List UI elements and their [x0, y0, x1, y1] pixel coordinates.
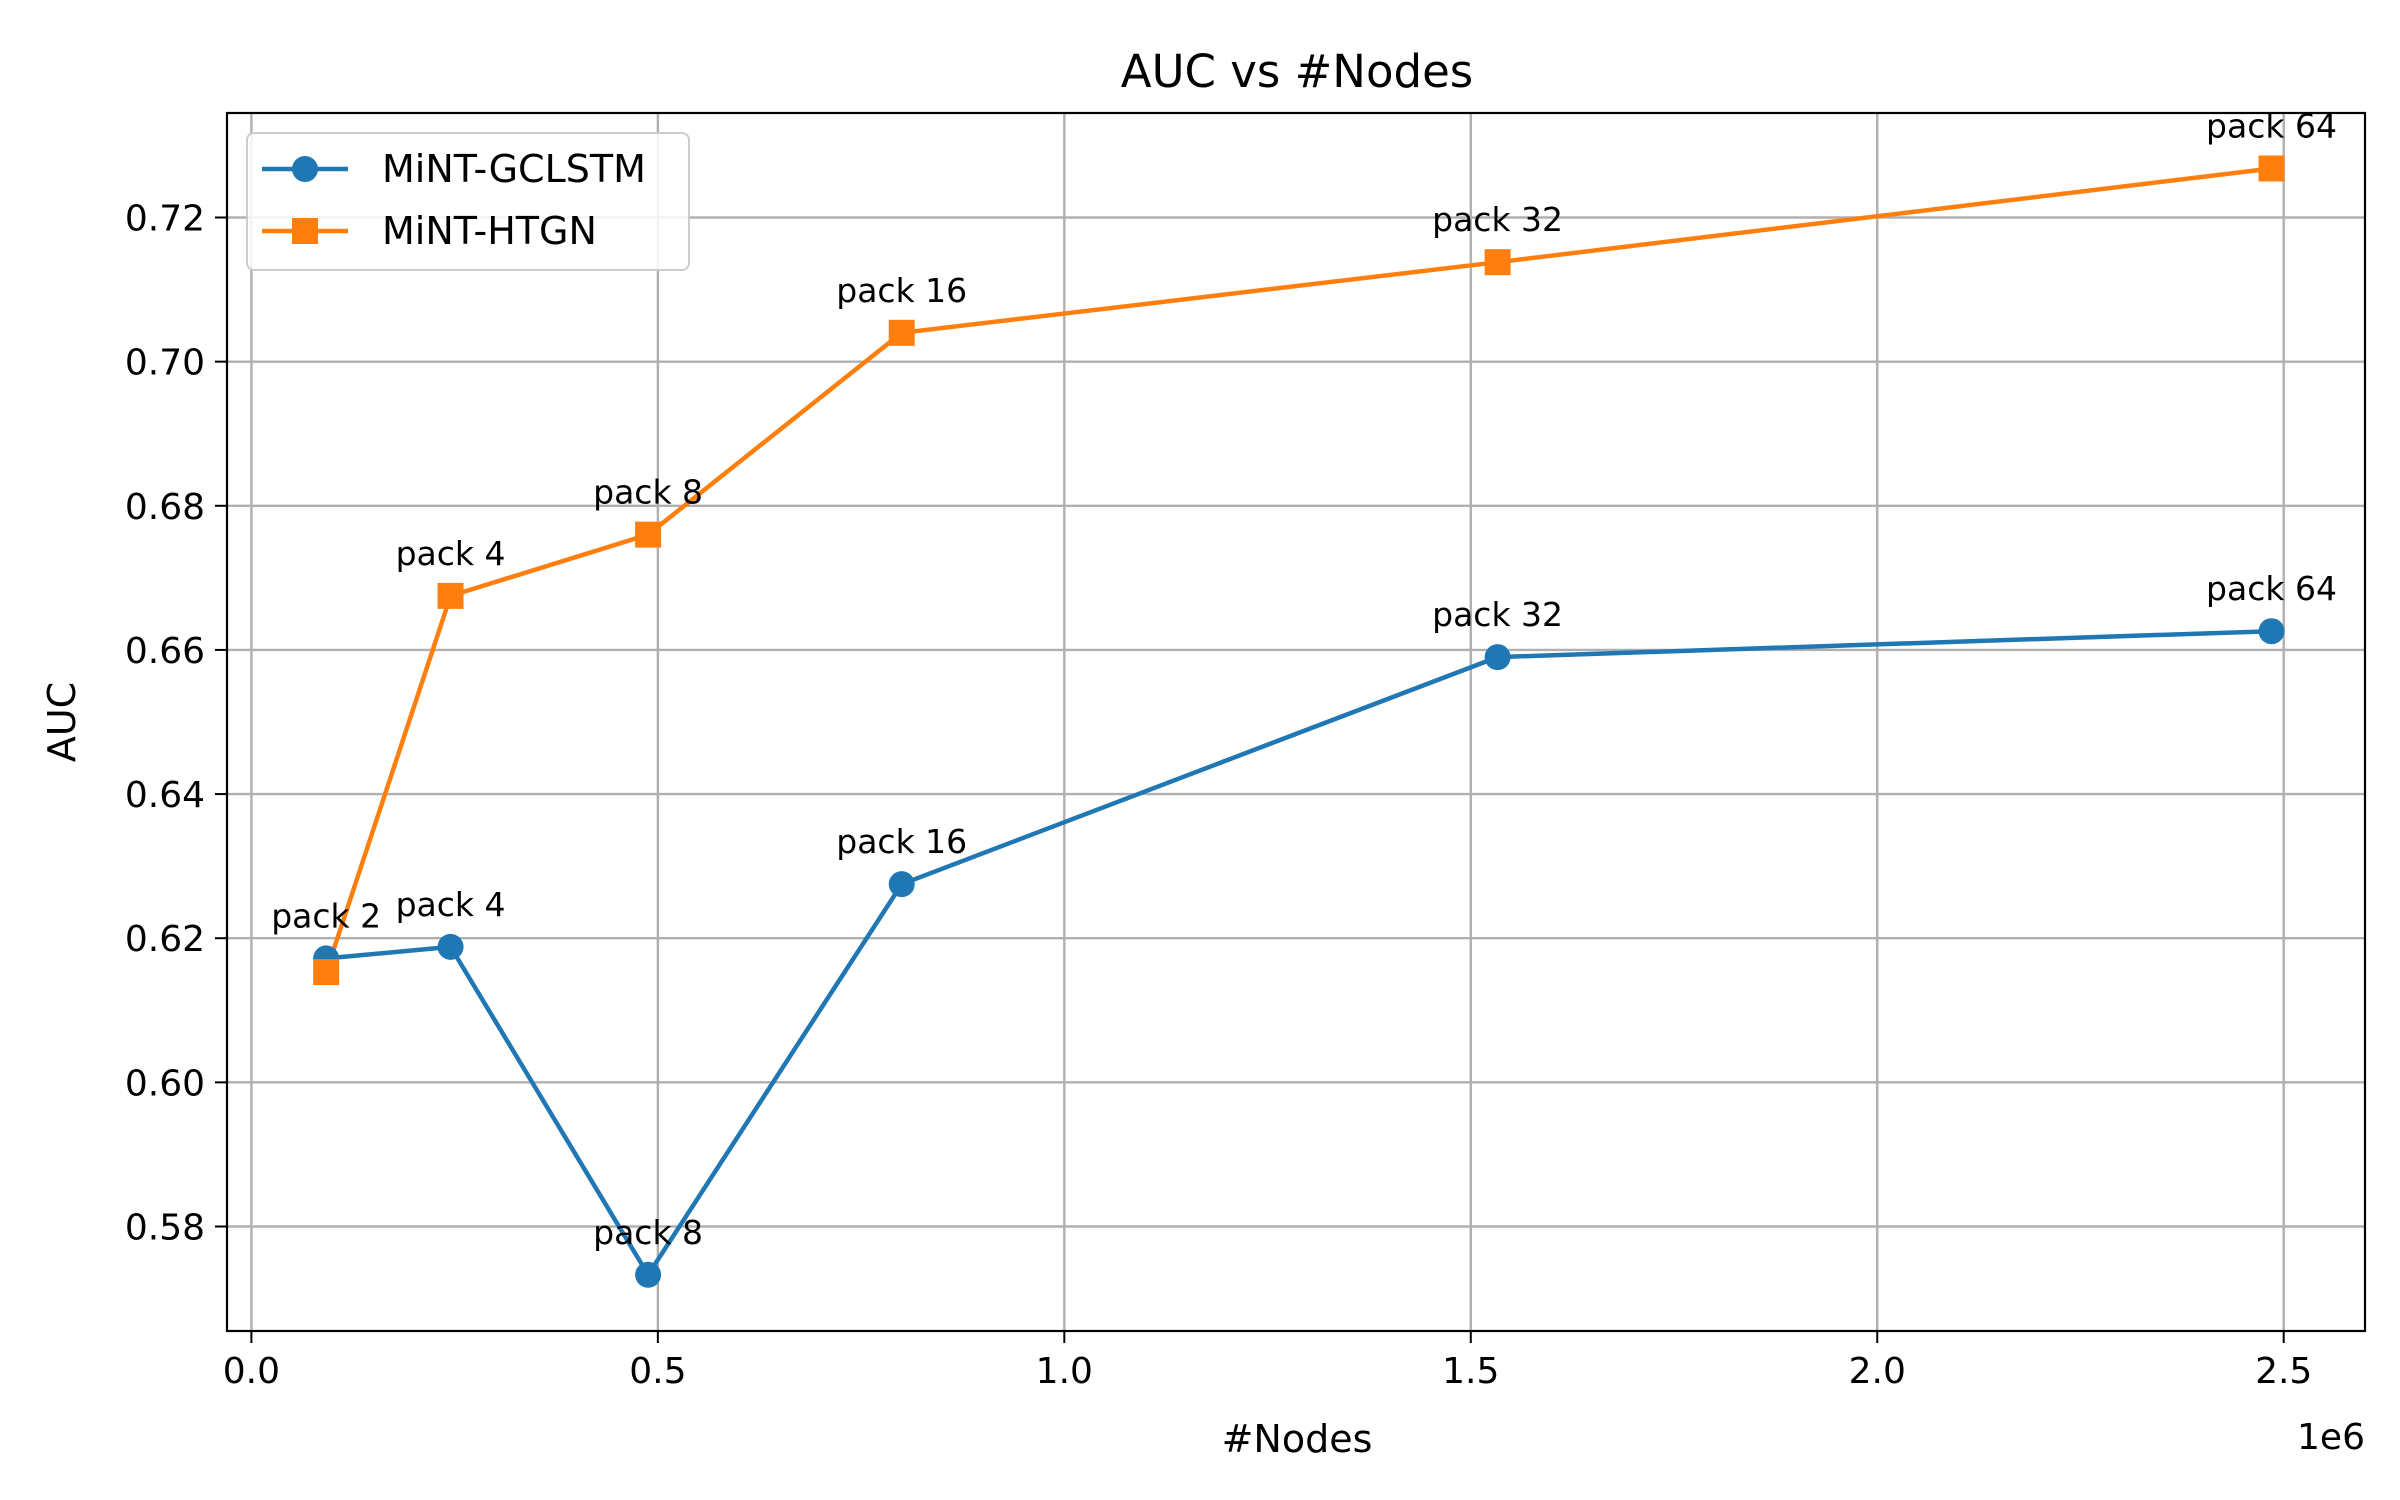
x-axis-ticks: 0.0 0.5 1.0 1.5 2.0 2.5: [223, 1331, 2312, 1392]
y-tick-label: 0.62: [125, 919, 205, 960]
mint-htgn-point-label: pack 32: [1432, 200, 1563, 239]
legend: MiNT-GCLSTM MiNT-HTGN: [246, 132, 690, 271]
mint-htgn-point: [635, 521, 662, 548]
y-tick-label: 0.66: [125, 631, 205, 672]
mint-gclstm-point-label: pack 16: [836, 822, 967, 861]
y-tick-label: 0.58: [125, 1207, 205, 1248]
mint-gclstm-point: [888, 871, 915, 898]
chart-title: AUC vs #Nodes: [1121, 45, 1473, 98]
y-tick-label: 0.72: [125, 199, 205, 240]
x-tick-label: 1.0: [1036, 1351, 1093, 1392]
x-tick-label: 0.5: [629, 1351, 686, 1392]
mint-gclstm-point-label: pack 64: [2206, 569, 2337, 608]
mint-gclstm-point: [1484, 644, 1511, 671]
mint-htgn-point: [888, 319, 915, 346]
x-tick-label: 0.0: [223, 1351, 280, 1392]
mint-gclstm-point: [635, 1261, 662, 1288]
legend-marker-mint-htgn: [292, 218, 318, 244]
mint-gclstm-point-label: pack 2: [271, 896, 381, 935]
y-tick-label: 0.70: [125, 343, 205, 384]
plot-frame: [225, 111, 2367, 1333]
x-tick-label: 2.5: [2255, 1351, 2312, 1392]
mint-htgn-point: [2258, 155, 2285, 182]
mint-htgn-point: [1484, 249, 1511, 276]
mint-gclstm-point-label: pack 4: [396, 885, 506, 924]
y-axis-ticks: 0.58 0.60 0.62 0.64 0.66 0.68 0.70 0.72: [125, 199, 227, 1248]
legend-label-mint-htgn: MiNT-HTGN: [382, 209, 597, 253]
y-tick-label: 0.64: [125, 775, 205, 816]
mint-gclstm-point: [2258, 618, 2285, 645]
series-lines: [324, 166, 2272, 1278]
x-tick-label: 1.5: [1442, 1351, 1499, 1392]
mint-htgn-point: [313, 959, 340, 986]
x-tick-label: 2.0: [1849, 1351, 1906, 1392]
grid-lines: [227, 113, 2365, 1331]
point-annotations: pack 2 pack 4 pack 8 pack 16 pack 32 pack 64 p…: [271, 106, 2337, 1251]
mint-htgn-line: [324, 166, 2272, 973]
mint-gclstm-line: [325, 628, 2272, 1278]
series-markers: [313, 155, 2285, 1288]
mint-htgn-point-label: pack 8: [593, 473, 703, 512]
mint-htgn-point-label: pack 16: [836, 271, 967, 310]
mint-htgn-point-label: pack 4: [396, 534, 506, 573]
mint-gclstm-point-label: pack 8: [593, 1213, 703, 1252]
legend-frame: [246, 132, 690, 271]
y-tick-label: 0.68: [125, 487, 205, 528]
y-axis-label: AUC: [40, 682, 84, 762]
x-axis-label: #Nodes: [1222, 1417, 1373, 1461]
mint-htgn-point: [437, 582, 464, 609]
mint-gclstm-point-label: pack 32: [1432, 595, 1563, 634]
y-tick-label: 0.60: [125, 1063, 205, 1104]
x-axis-offset-label: 1e6: [2297, 1417, 2365, 1458]
legend-marker-mint-gclstm: [292, 156, 318, 182]
mint-gclstm-point: [437, 933, 464, 960]
legend-label-mint-gclstm: MiNT-GCLSTM: [382, 147, 646, 191]
